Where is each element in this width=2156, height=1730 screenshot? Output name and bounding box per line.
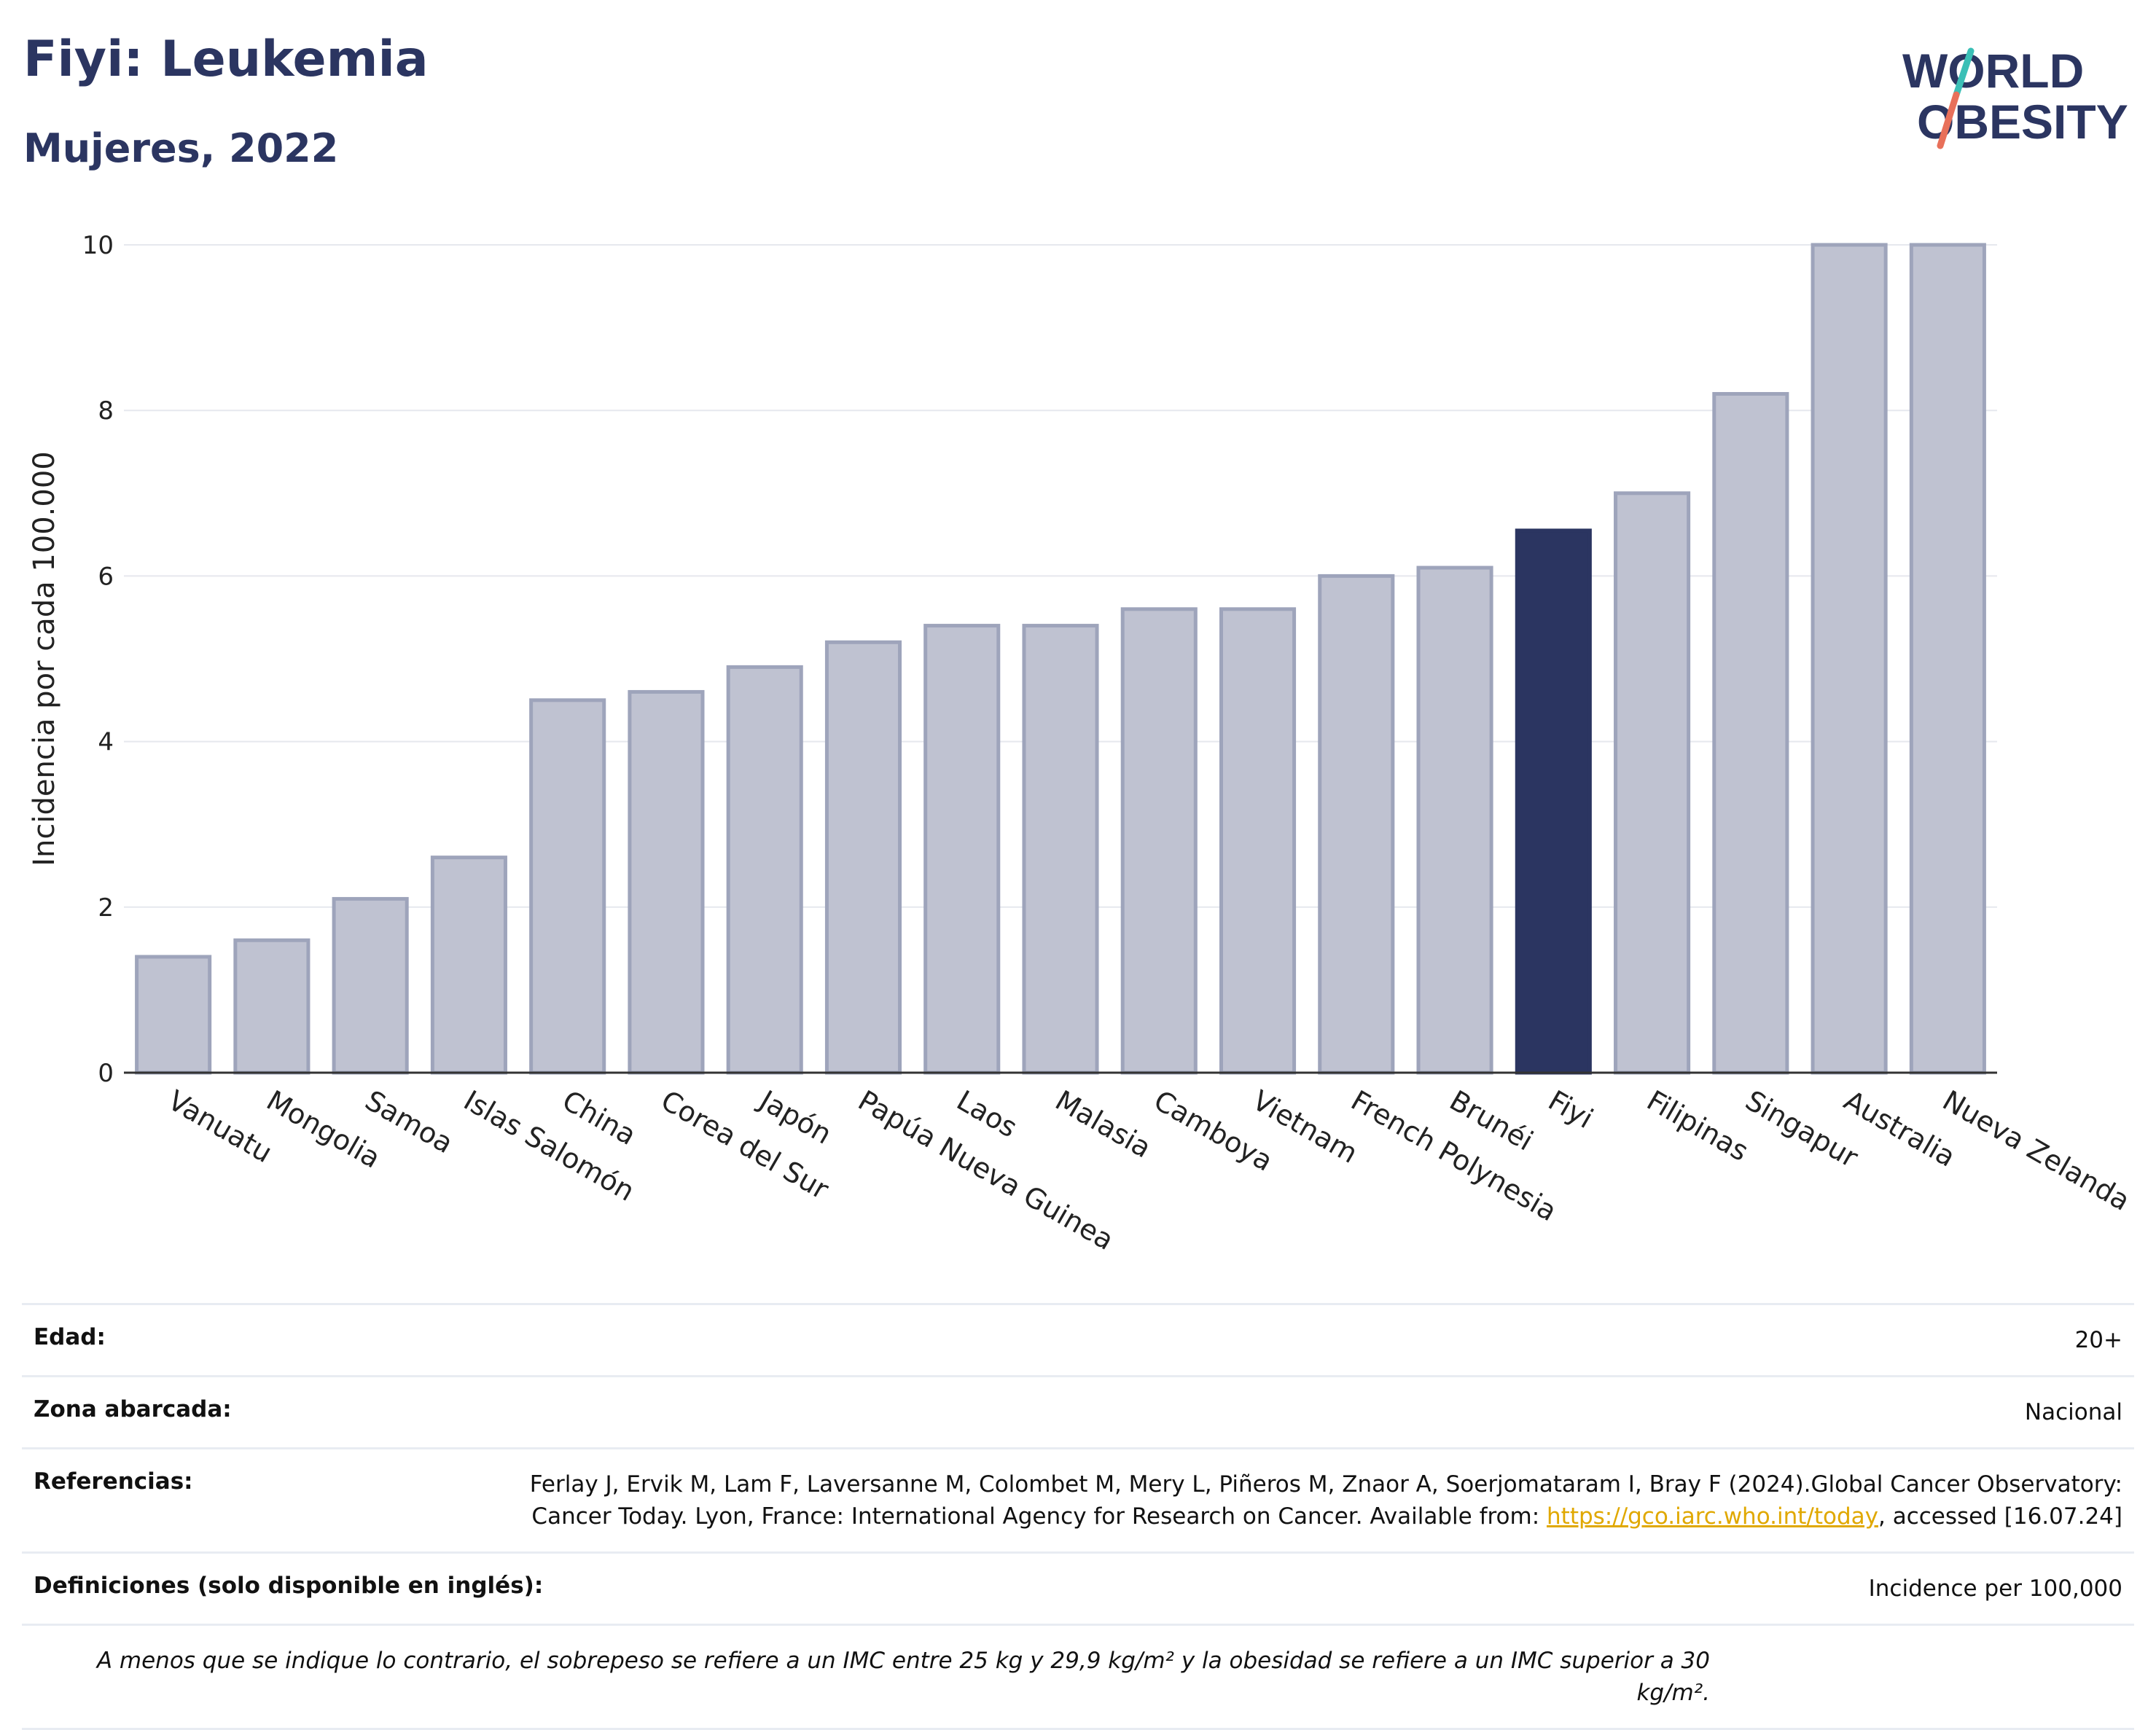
- bar-nueva-zelanda: [1909, 243, 1986, 1075]
- y-tick-label: 2: [98, 893, 114, 923]
- x-tick-label: Malasia: [1050, 1084, 1157, 1165]
- definitions-label: Definiciones (solo disponible en inglés)…: [34, 1573, 544, 1599]
- bar-papúa-nueva-guinea: [824, 640, 902, 1075]
- metadata-table: Edad: 20+ Zona abarcada: Nacional Refere…: [22, 1303, 2134, 1730]
- zone-label: Zona abarcada:: [34, 1396, 232, 1422]
- x-tick-label: Corea del Sur: [655, 1084, 834, 1206]
- x-tick-label: Filipinas: [1641, 1084, 1754, 1167]
- bar-china: [529, 698, 606, 1075]
- x-tick-label: Laos: [951, 1084, 1023, 1144]
- bar-samoa: [332, 896, 409, 1075]
- bar-brunéi: [1416, 565, 1493, 1075]
- logo-text-world: WORLD: [1902, 44, 2084, 98]
- bar-malasia: [1022, 624, 1099, 1075]
- references-text: Ferlay J, Ervik M, Lam F, Laversanne M, …: [529, 1471, 2122, 1530]
- meta-row-note: A menos que se indique lo contrario, el …: [22, 1624, 2134, 1730]
- meta-row-definitions: Definiciones (solo disponible en inglés)…: [22, 1551, 2134, 1624]
- bar-filipinas: [1614, 491, 1691, 1075]
- bar-singapur: [1712, 391, 1789, 1075]
- meta-row-age: Edad: 20+: [22, 1303, 2134, 1375]
- bar-french-polynesia: [1318, 574, 1395, 1075]
- logo-slash-top: [1953, 47, 1975, 98]
- x-tick-label: Islas Salomón: [458, 1084, 640, 1208]
- bar-australia: [1811, 243, 1888, 1075]
- chart-subtitle: Mujeres, 2022: [23, 125, 339, 171]
- bar-vanuatu: [135, 955, 212, 1075]
- y-tick-label: 8: [98, 396, 114, 426]
- logo-slash-bottom: [1937, 91, 1960, 149]
- x-tick-label: Australia: [1839, 1084, 1961, 1173]
- y-ticks: 0 2 4 6 8 10: [82, 231, 114, 1088]
- x-tick-label: Vanuatu: [163, 1084, 278, 1169]
- x-tick-label: Fiyi: [1543, 1084, 1598, 1135]
- bars: [135, 243, 1986, 1075]
- references-link[interactable]: https://gco.iarc.who.int/today: [1547, 1503, 1878, 1530]
- bar-camboya: [1120, 607, 1198, 1075]
- age-value: 20+: [2074, 1327, 2122, 1353]
- y-tick-label: 4: [98, 728, 114, 757]
- meta-row-zone: Zona abarcada: Nacional: [22, 1375, 2134, 1447]
- zone-value: Nacional: [2024, 1399, 2122, 1425]
- y-tick-label: 6: [98, 562, 114, 591]
- x-tick-label: Nueva Zelanda: [1937, 1084, 2136, 1217]
- bar-islas-salomón: [430, 856, 507, 1075]
- bar-vietnam: [1219, 607, 1297, 1075]
- bar-fiyi: [1515, 528, 1592, 1075]
- bar-laos: [923, 624, 1001, 1075]
- references-accessed: , accessed [16.07.24]: [1878, 1503, 2122, 1530]
- bar-corea-del-sur: [628, 689, 705, 1075]
- meta-row-references: Referencias: Ferlay J, Ervik M, Lam F, L…: [22, 1447, 2134, 1551]
- bar-japón: [726, 665, 803, 1075]
- world-obesity-logo: WORLD OBESITY: [1902, 44, 2128, 149]
- x-tick-label: Singapur: [1740, 1084, 1864, 1174]
- x-tick-label: Mongolia: [261, 1084, 386, 1175]
- y-axis-title: Incidencia por cada 100.000: [28, 451, 61, 866]
- y-tick-label: 0: [98, 1059, 114, 1088]
- references-value: Ferlay J, Ervik M, Lam F, Laversanne M, …: [446, 1468, 2122, 1533]
- references-label: Referencias:: [34, 1468, 193, 1495]
- definitions-value: Incidence per 100,000: [1868, 1576, 2122, 1602]
- obesity-note: A menos que se indique lo contrario, el …: [96, 1648, 1710, 1706]
- bar-mongolia: [233, 938, 310, 1075]
- chart-title: Fiyi: Leukemia: [23, 31, 429, 88]
- y-tick-label: 10: [82, 231, 114, 260]
- age-label: Edad:: [34, 1324, 106, 1350]
